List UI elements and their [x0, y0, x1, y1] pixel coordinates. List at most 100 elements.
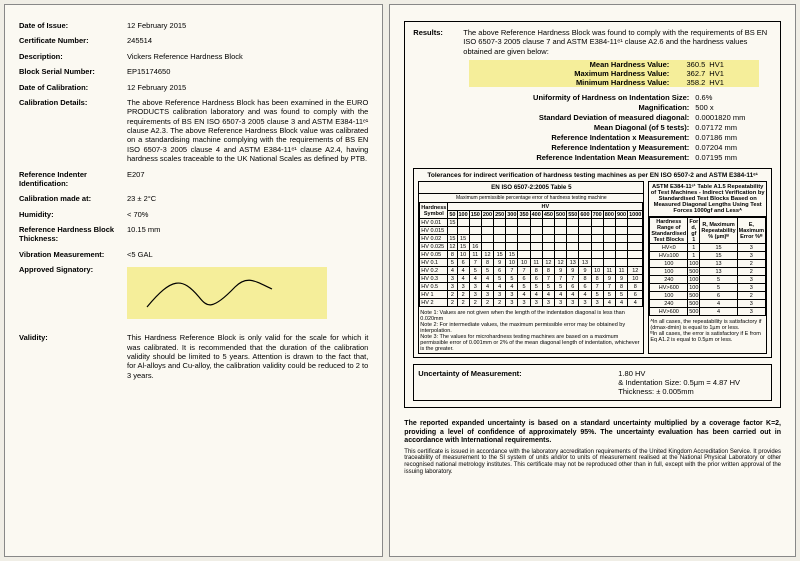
label: Validity: — [19, 333, 127, 380]
results-frame: Results: The above Reference Hardness Bl… — [404, 21, 781, 408]
measure-key: Standard Deviation of measured diagonal: — [413, 113, 695, 122]
label: Vibration Measurement: — [19, 250, 127, 259]
label: Block Serial Number: — [19, 67, 127, 76]
measure-value: 0.07195 mm — [695, 153, 772, 162]
measure-value: 0.0001820 mm — [695, 113, 772, 122]
row-serial: Block Serial Number: EP15174650 — [19, 67, 368, 76]
label: Date of Issue: — [19, 21, 127, 30]
value: 23 ± 2°C — [127, 194, 368, 203]
hilite-value: 358.2 — [673, 78, 709, 87]
tolerance-title: Tolerances for indirect verification of … — [418, 172, 767, 179]
measure-row: Mean Diagonal (of 5 tests):0.07172 mm — [413, 123, 772, 132]
hilite-key: Minimum Hardness Value: — [473, 78, 673, 87]
value: The above Reference Hardness Block was f… — [463, 28, 772, 56]
value: 12 February 2015 — [127, 21, 368, 30]
measure-value: 0.07204 mm — [695, 143, 772, 152]
measure-key: Mean Diagonal (of 5 tests): — [413, 123, 695, 132]
row-date-of-issue: Date of Issue: 12 February 2015 — [19, 21, 368, 30]
measure-value: 0.07172 mm — [695, 123, 772, 132]
certificate-right-page: Results: The above Reference Hardness Bl… — [389, 4, 796, 557]
measurement-rows: Uniformity of Hardness on Indentation Si… — [413, 93, 772, 162]
measure-key: Reference Indentation y Measurement: — [413, 143, 695, 152]
highlighted-hardness-values: Mean Hardness Value:360.5HV1Maximum Hard… — [469, 60, 759, 87]
uncert-values: 1.80 HV & Indentation Size: 0.5μm = 4.87… — [618, 369, 740, 396]
tol-col-astm: ASTM E384-11ᵉ¹ Table A1.5 Repeatability … — [648, 181, 767, 354]
value: < 70% — [127, 210, 368, 219]
measure-row: Reference Indentation x Measurement:0.07… — [413, 133, 772, 142]
measure-key: Uniformity of Hardness on Indentation Si… — [413, 93, 695, 102]
value: 245514 — [127, 36, 368, 45]
certificate-left-page: Date of Issue: 12 February 2015 Certific… — [4, 4, 383, 557]
hilite-unit: HV1 — [709, 60, 724, 69]
astm-table: Hardness Range of Standardised Test Bloc… — [649, 217, 766, 316]
measure-value: 0.07186 mm — [695, 133, 772, 142]
tolerance-columns: EN ISO 6507-2:2005 Table 5 Maximum permi… — [418, 181, 767, 354]
row-cal-at: Calibration made at: 23 ± 2°C — [19, 194, 368, 203]
label: Reference Indenter Identification: — [19, 170, 127, 189]
uncert-l1: 1.80 HV — [618, 369, 740, 378]
label: Humidity: — [19, 210, 127, 219]
value: The above Reference Hardness Block has b… — [127, 98, 368, 164]
hilite-unit: HV1 — [709, 78, 724, 87]
tolerance-box: Tolerances for indirect verification of … — [413, 168, 772, 358]
iso-notes: Note 1: Values are not given when the le… — [419, 309, 643, 353]
value: EP15174650 — [127, 67, 368, 76]
row-cal-details: Calibration Details: The above Reference… — [19, 98, 368, 164]
row-vibration: Vibration Measurement: <5 GAL — [19, 250, 368, 259]
value: 12 February 2015 — [127, 83, 368, 92]
value: Vickers Reference Hardness Block — [127, 52, 368, 61]
footer-bold: The reported expanded uncertainty is bas… — [404, 420, 781, 444]
hilite-row: Minimum Hardness Value:358.2HV1 — [469, 78, 759, 87]
label: Description: — [19, 52, 127, 61]
row-description: Description: Vickers Reference Hardness … — [19, 52, 368, 61]
signature-container — [127, 265, 368, 319]
label: Calibration made at: — [19, 194, 127, 203]
label: Results: — [413, 28, 463, 56]
tol-iso-sub: Maximum permissible percentage error of … — [419, 194, 643, 202]
measure-key: Reference Indentation Mean Measurement: — [413, 153, 695, 162]
hilite-key: Mean Hardness Value: — [473, 60, 673, 69]
hilite-value: 362.7 — [673, 69, 709, 78]
row-cert-no: Certificate Number: 245514 — [19, 36, 368, 45]
measure-key: Magnification: — [413, 103, 695, 112]
measure-row: Reference Indentation Mean Measurement:0… — [413, 153, 772, 162]
uncert-l3: Thickness: ± 0.005mm — [618, 387, 740, 396]
label: Calibration Details: — [19, 98, 127, 164]
value: <5 GAL — [127, 250, 368, 259]
measure-key: Reference Indentation x Measurement: — [413, 133, 695, 142]
signature-box — [127, 267, 327, 319]
row-indenter: Reference Indenter Identification: E207 — [19, 170, 368, 189]
value: 10.15 mm — [127, 225, 368, 244]
footer-small: This certificate is issued in accordance… — [404, 449, 781, 477]
tol-col-iso: EN ISO 6507-2:2005 Table 5 Maximum permi… — [418, 181, 644, 354]
label: Approved Signatory: — [19, 265, 127, 274]
hilite-row: Mean Hardness Value:360.5HV1 — [469, 60, 759, 69]
measure-row: Standard Deviation of measured diagonal:… — [413, 113, 772, 122]
row-results: Results: The above Reference Hardness Bl… — [413, 28, 772, 56]
measure-row: Reference Indentation y Measurement:0.07… — [413, 143, 772, 152]
value: This Hardness Reference Block is only va… — [127, 333, 368, 380]
measure-value: 500 x — [695, 103, 772, 112]
label: Certificate Number: — [19, 36, 127, 45]
uncert-l2: & Indentation Size: 0.5μm = 4.87 HV — [618, 378, 740, 387]
tol-astm-title: ASTM E384-11ᵉ¹ Table A1.5 Repeatability … — [649, 182, 766, 217]
astm-notes: ᴬIn all cases, the repeatability is sati… — [649, 318, 766, 344]
row-humidity: Humidity: < 70% — [19, 210, 368, 219]
row-date-cal: Date of Calibration: 12 February 2015 — [19, 83, 368, 92]
footer: The reported expanded uncertainty is bas… — [404, 420, 781, 476]
row-thickness: Reference Hardness Block Thickness: 10.1… — [19, 225, 368, 244]
iso-table: Hardness SymbolHV50100150200250300350400… — [419, 202, 643, 307]
measure-row: Uniformity of Hardness on Indentation Si… — [413, 93, 772, 102]
label: Date of Calibration: — [19, 83, 127, 92]
hilite-row: Maximum Hardness Value:362.7HV1 — [469, 69, 759, 78]
hilite-unit: HV1 — [709, 69, 724, 78]
row-validity: Validity: This Hardness Reference Block … — [19, 333, 368, 380]
hilite-value: 360.5 — [673, 60, 709, 69]
label: Reference Hardness Block Thickness: — [19, 225, 127, 244]
row-signatory: Approved Signatory: — [19, 265, 368, 319]
uncertainty-box: Uncertainty of Measurement: 1.80 HV & In… — [413, 364, 772, 401]
uncert-label: Uncertainty of Measurement: — [418, 369, 618, 396]
measure-value: 0.6% — [695, 93, 772, 102]
tol-iso-title: EN ISO 6507-2:2005 Table 5 — [419, 182, 643, 194]
hilite-key: Maximum Hardness Value: — [473, 69, 673, 78]
